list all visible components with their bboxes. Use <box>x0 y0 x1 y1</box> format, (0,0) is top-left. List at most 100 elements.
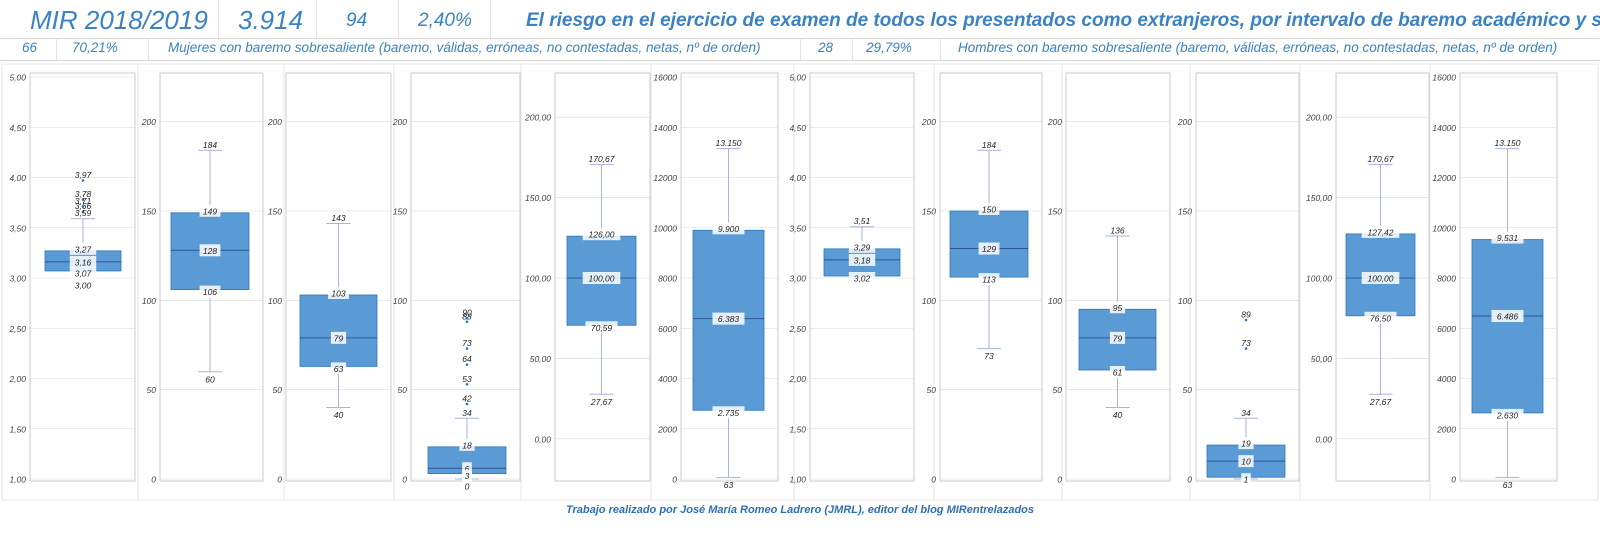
total-candidates: 3.914 <box>238 5 304 35</box>
chart-2-max-label: 184 <box>203 140 217 150</box>
chart-11-max-label: 170,67 <box>1368 154 1394 164</box>
chart-1-outlier-point <box>81 210 85 213</box>
chart-10-tick-label: 0 <box>1187 475 1192 485</box>
chart-8-tick-label: 100 <box>922 296 936 306</box>
chart-1-outlier-label: 3,71 <box>75 196 92 206</box>
chart-8-plot-frame <box>939 72 1043 482</box>
chart-12-tick-label: 0 <box>1451 475 1456 485</box>
chart-7-tick-label: 2,00 <box>788 374 806 384</box>
chart-9-max-label: 136 <box>1110 226 1124 236</box>
header-divider <box>852 38 853 60</box>
chart-1-tick-label: 2,00 <box>8 374 26 384</box>
chart-12-tick-label: 4000 <box>1437 374 1456 384</box>
chart-6-max-label: 13.150 <box>716 138 742 148</box>
chart-9-median-label-bg <box>1109 331 1126 344</box>
header-divider <box>56 38 57 60</box>
chart-10-median-label-bg <box>1238 455 1254 468</box>
chart-11-median-label-bg <box>1361 272 1400 284</box>
chart-5-q1-label-bg <box>585 321 618 334</box>
exam-year: MIR 2018/2019 <box>30 5 208 35</box>
chart-10-tick-label: 100 <box>1178 296 1192 306</box>
chart-9-median-label: 79 <box>1113 333 1123 343</box>
chart-1-outlier-label: 3,97 <box>75 170 92 180</box>
chart-12-tick-label: 16000 <box>1432 73 1456 83</box>
boxplot-charts: 1,001,502,002,503,003,504,004,505,003,66… <box>1 63 1599 501</box>
chart-6-q3-label-bg <box>712 222 745 235</box>
chart-10-outlier-label: 89 <box>1241 309 1251 319</box>
header-row: MIR 2018/2019 3.914 94 2,40% El riesgo e… <box>0 0 1600 39</box>
chart-2-median-label-bg <box>199 244 221 257</box>
chart-4-q3-label-bg <box>459 438 475 451</box>
chart-6-median-label: 6.383 <box>718 314 740 324</box>
header-divider <box>398 0 399 38</box>
men-label: Hombres con baremo sobresaliente (baremo… <box>958 40 1558 55</box>
chart-1-tick-label: 3,00 <box>9 274 26 284</box>
chart-6-min-label: 63 <box>724 480 734 490</box>
chart-12-median-label: 6.486 <box>1497 312 1519 322</box>
chart-11-q1-label-bg <box>1364 311 1397 324</box>
chart-3-tick-label: 0 <box>277 475 282 485</box>
chart-6-q1-label: 2.735 <box>717 408 740 418</box>
chart-11-q1-label: 76,50 <box>1370 313 1392 323</box>
chart-7-q3-label: 3,29 <box>854 242 871 252</box>
chart-7-tick-label: 2,50 <box>788 324 806 334</box>
chart-7-tick-label: 3,50 <box>789 223 806 233</box>
chart-12-tick-label: 12000 <box>1432 173 1456 183</box>
women-percent: 70,21% <box>72 40 118 55</box>
chart-12-q3-label: 9.531 <box>1497 233 1519 243</box>
chart-5-q1-label: 70,59 <box>591 323 613 333</box>
chart-11-tick-label: 50,00 <box>1311 354 1333 364</box>
chart-10-q1-label: 1 <box>1244 475 1249 485</box>
chart-11-tick-label: 150,00 <box>1306 193 1332 203</box>
chart-2-min-label: 60 <box>205 374 215 384</box>
chart-4-outlier-label: 42 <box>462 393 472 403</box>
chart-1-median-label-bg <box>69 255 97 268</box>
chart-12-median-label-bg <box>1491 310 1524 323</box>
chart-2-median-label: 128 <box>203 246 217 256</box>
chart-4-outlier-point <box>465 347 469 350</box>
chart-11-min-label: 27,67 <box>1369 397 1392 407</box>
chart-8-tick-label: 200 <box>921 117 936 127</box>
group-count: 94 <box>346 10 368 31</box>
chart-12-q1-label: 2.630 <box>1496 410 1519 420</box>
chart-8-max-label: 184 <box>982 140 996 150</box>
chart-4-outlier-label: 88 <box>462 311 472 321</box>
chart-2-q1-label: 106 <box>203 287 217 297</box>
chart-12-tick-label: 2000 <box>1436 424 1456 434</box>
chart-1-outlier-point <box>81 205 85 208</box>
chart-8-tick-label: 50 <box>927 385 937 395</box>
chart-3-q3-label: 103 <box>331 288 345 298</box>
chart-11-q3-label-bg <box>1361 225 1400 238</box>
chart-4-outlier-label: 53 <box>462 374 472 384</box>
chart-1-outlier-label: 3,78 <box>75 189 92 199</box>
chart-1-plot-frame <box>29 72 136 482</box>
chart-1-q3-label-bg <box>69 242 97 255</box>
chart-6-tick-label: 10000 <box>653 223 677 233</box>
chart-10-max-label: 34 <box>1241 408 1251 418</box>
chart-10-q3-label: 19 <box>1241 439 1251 449</box>
chart-12-q3-label-bg <box>1491 231 1524 244</box>
chart-5-median-label: 100,00 <box>589 274 615 284</box>
chart-4-tick-label: 150 <box>393 207 407 217</box>
chart-6-tick-label: 4000 <box>658 374 677 384</box>
chart-5-tick-label: 100,00 <box>525 274 551 284</box>
chart-5-q3-label: 126,00 <box>589 230 615 240</box>
chart-3-tick-label: 150 <box>268 207 282 217</box>
chart-7-tick-label: 1,50 <box>789 424 806 434</box>
chart-4-outlier-label: 64 <box>462 354 472 364</box>
chart-10-tick-label: 200 <box>1177 117 1192 127</box>
chart-3-q3-label-bg <box>328 286 349 299</box>
chart-10-tick-label: 50 <box>1183 385 1193 395</box>
chart-4-outlier-label: 73 <box>462 338 472 348</box>
chart-5-median-label-bg <box>582 272 621 284</box>
chart-1-q3-label: 3,27 <box>75 244 92 254</box>
chart-6-median-label-bg <box>712 312 745 325</box>
chart-9-tick-label: 150 <box>1048 207 1062 217</box>
footer-credit: Trabajo realizado por José María Romeo L… <box>566 504 1034 516</box>
chart-9-tick-label: 100 <box>1048 296 1062 306</box>
chart-5-tick-label: 0,00 <box>534 434 551 444</box>
chart-6-plot-frame <box>680 72 779 482</box>
chart-6-tick-label: 2000 <box>657 424 677 434</box>
chart-4-outlier-point <box>465 320 469 324</box>
chart-4-tick-label: 0 <box>402 475 407 485</box>
